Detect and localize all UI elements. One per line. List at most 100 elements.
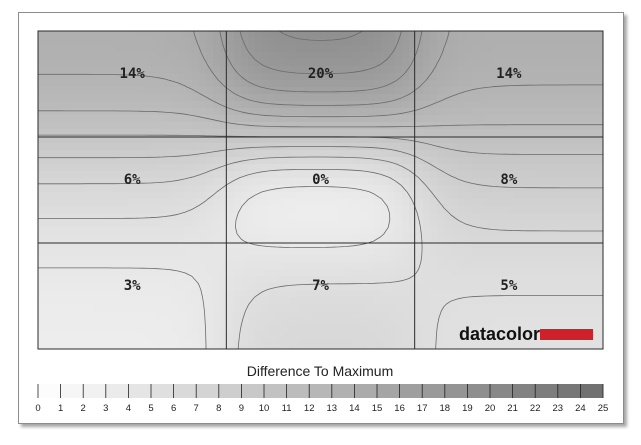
heatmap-pixel xyxy=(332,80,340,88)
heatmap-pixel xyxy=(528,122,536,130)
heatmap-pixel xyxy=(598,297,603,305)
heatmap-pixel xyxy=(122,325,130,333)
heatmap-pixel xyxy=(248,255,256,263)
heatmap-pixel xyxy=(493,199,501,207)
heatmap-pixel xyxy=(409,38,417,46)
heatmap-pixel xyxy=(241,143,249,151)
heatmap-pixel xyxy=(416,192,424,200)
heatmap-pixel xyxy=(374,122,382,130)
heatmap-pixel xyxy=(87,45,95,53)
heatmap-pixel xyxy=(325,227,333,235)
heatmap-pixel xyxy=(269,38,277,46)
heatmap-pixel xyxy=(129,297,137,305)
heatmap-pixel xyxy=(52,122,60,130)
heatmap-pixel xyxy=(374,52,382,60)
heatmap-pixel xyxy=(248,108,256,116)
heatmap-pixel xyxy=(353,304,361,312)
heatmap-pixel xyxy=(255,304,263,312)
heatmap-pixel xyxy=(374,80,382,88)
heatmap-pixel xyxy=(318,339,326,347)
heatmap-pixel xyxy=(332,94,340,102)
heatmap-pixel xyxy=(374,45,382,53)
heatmap-pixel xyxy=(199,269,207,277)
heatmap-pixel xyxy=(52,199,60,207)
heatmap-pixel xyxy=(108,185,116,193)
heatmap-pixel xyxy=(423,283,431,291)
heatmap-pixel xyxy=(52,339,60,347)
heatmap-pixel xyxy=(122,283,130,291)
heatmap-pixel xyxy=(437,87,445,95)
heatmap-pixel xyxy=(465,255,473,263)
heatmap-pixel xyxy=(178,129,186,137)
heatmap-pixel xyxy=(360,171,368,179)
heatmap-pixel xyxy=(563,87,571,95)
heatmap-pixel xyxy=(360,297,368,305)
heatmap-pixel xyxy=(276,108,284,116)
heatmap-pixel xyxy=(143,227,151,235)
heatmap-pixel xyxy=(479,346,487,349)
heatmap-pixel xyxy=(388,73,396,81)
heatmap-pixel xyxy=(472,31,480,39)
heatmap-pixel xyxy=(136,325,144,333)
heatmap-pixel xyxy=(220,332,228,340)
heatmap-pixel xyxy=(353,115,361,123)
heatmap-pixel xyxy=(598,192,603,200)
heatmap-pixel xyxy=(465,213,473,221)
heatmap-pixel xyxy=(591,199,599,207)
heatmap-pixel xyxy=(297,255,305,263)
heatmap-pixel xyxy=(479,45,487,53)
heatmap-pixel xyxy=(262,283,270,291)
heatmap-pixel xyxy=(101,332,109,340)
heatmap-pixel xyxy=(276,94,284,102)
scale-tick-label: 13 xyxy=(327,403,338,414)
heatmap-pixel xyxy=(311,136,319,144)
heatmap-pixel xyxy=(339,213,347,221)
heatmap-pixel xyxy=(507,164,515,172)
heatmap-pixel xyxy=(332,206,340,214)
heatmap-pixel xyxy=(318,185,326,193)
heatmap-pixel xyxy=(332,262,340,270)
heatmap-pixel xyxy=(409,290,417,298)
heatmap-pixel xyxy=(570,241,578,249)
heatmap-pixel xyxy=(563,129,571,137)
heatmap-pixel xyxy=(493,325,501,333)
heatmap-pixel xyxy=(297,220,305,228)
heatmap-pixel xyxy=(542,59,550,67)
heatmap-pixel xyxy=(45,241,53,249)
heatmap-pixel xyxy=(234,220,242,228)
heatmap-pixel xyxy=(402,248,410,256)
heatmap-pixel xyxy=(297,311,305,319)
heatmap-pixel xyxy=(185,276,193,284)
heatmap-pixel xyxy=(192,157,200,165)
heatmap-pixel xyxy=(59,129,67,137)
heatmap-pixel xyxy=(367,206,375,214)
heatmap-pixel xyxy=(304,31,312,39)
heatmap-pixel xyxy=(227,143,235,151)
heatmap-pixel xyxy=(332,101,340,109)
heatmap-pixel xyxy=(395,213,403,221)
heatmap-pixel xyxy=(185,283,193,291)
heatmap-pixel xyxy=(479,276,487,284)
heatmap-pixel xyxy=(262,150,270,158)
heatmap-pixel xyxy=(52,129,60,137)
heatmap-pixel xyxy=(416,73,424,81)
heatmap-pixel xyxy=(199,143,207,151)
heatmap-pixel xyxy=(157,157,165,165)
heatmap-pixel xyxy=(52,241,60,249)
heatmap-pixel xyxy=(178,283,186,291)
heatmap-pixel xyxy=(276,248,284,256)
heatmap-pixel xyxy=(360,241,368,249)
heatmap-pixel xyxy=(87,227,95,235)
heatmap-pixel xyxy=(521,38,529,46)
heatmap-pixel xyxy=(584,283,592,291)
heatmap-pixel xyxy=(381,269,389,277)
heatmap-pixel xyxy=(549,87,557,95)
heatmap-pixel xyxy=(283,220,291,228)
heatmap-pixel xyxy=(570,178,578,186)
heatmap-pixel xyxy=(311,276,319,284)
heatmap-pixel xyxy=(598,269,603,277)
heatmap-pixel xyxy=(87,115,95,123)
heatmap-pixel xyxy=(66,269,74,277)
heatmap-pixel xyxy=(94,150,102,158)
heatmap-pixel xyxy=(185,339,193,347)
